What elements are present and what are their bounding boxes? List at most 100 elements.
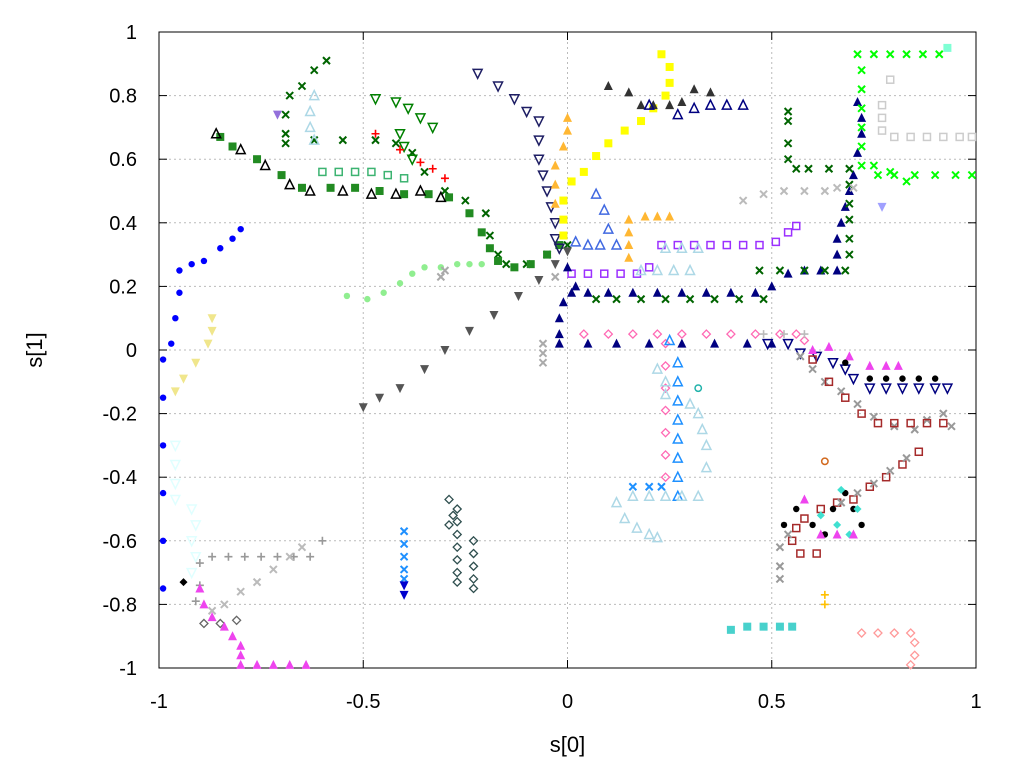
data-point (444, 519, 454, 530)
data-point (569, 235, 582, 247)
data-point (841, 393, 850, 402)
data-point (705, 87, 715, 97)
data-point (844, 351, 854, 361)
data-point (677, 96, 687, 106)
data-point (738, 240, 748, 250)
data-point (229, 235, 236, 242)
data-point (420, 167, 429, 177)
data-point (485, 244, 494, 253)
data-point (922, 418, 932, 428)
data-point (722, 240, 732, 250)
series-13 (550, 112, 675, 262)
data-point (383, 170, 393, 180)
data-point (234, 142, 247, 155)
data-point (808, 345, 818, 354)
data-point (816, 511, 825, 520)
data-point (371, 129, 380, 138)
data-point (440, 266, 450, 275)
data-point (452, 577, 463, 588)
y-tick-label: 0.6 (109, 149, 137, 171)
series-40 (816, 485, 862, 539)
data-point (445, 193, 454, 202)
data-point (236, 640, 246, 650)
data-point (375, 393, 385, 403)
data-point (326, 183, 335, 192)
data-point (436, 272, 446, 282)
data-point (489, 311, 499, 321)
data-point (931, 375, 939, 382)
series-3 (210, 127, 447, 203)
data-point (659, 241, 672, 253)
data-point (190, 520, 202, 532)
data-point (660, 450, 671, 460)
series-18 (635, 241, 704, 276)
data-point (579, 167, 588, 176)
data-point (644, 263, 654, 272)
data-point (567, 177, 576, 186)
data-point (816, 529, 826, 539)
data-point (660, 360, 671, 371)
data-point (849, 183, 858, 193)
data-point (364, 295, 371, 303)
data-point (538, 358, 548, 367)
data-point (792, 164, 801, 173)
data-point (775, 266, 785, 275)
data-point (465, 209, 474, 218)
data-point (767, 281, 777, 291)
data-point (533, 154, 545, 166)
data-point (755, 266, 764, 275)
data-point (492, 81, 504, 93)
series-32 (694, 384, 703, 393)
data-point (461, 196, 470, 205)
data-point (414, 184, 427, 196)
data-point (228, 631, 238, 641)
data-point (350, 167, 360, 177)
data-point (750, 329, 761, 340)
data-point (877, 100, 887, 110)
data-point (252, 659, 262, 669)
data-point (643, 489, 655, 502)
y-tick-label: 0.8 (109, 86, 137, 108)
data-point (643, 527, 655, 540)
data-point (398, 141, 410, 154)
data-point (207, 606, 217, 615)
data-point (672, 413, 684, 425)
series-35 (842, 359, 939, 382)
series-30 (610, 362, 713, 543)
data-point (399, 174, 409, 183)
data-point (689, 84, 699, 94)
data-point (481, 209, 491, 218)
data-point (820, 266, 830, 275)
data-point (558, 297, 568, 307)
data-point (399, 574, 409, 584)
data-point (743, 622, 752, 631)
data-point (559, 231, 568, 240)
data-point (358, 403, 368, 413)
y-tick-label: -1 (119, 658, 137, 680)
data-point (886, 167, 895, 177)
data-point (550, 160, 560, 170)
data-point (169, 459, 182, 472)
data-point (881, 360, 891, 370)
data-point (886, 50, 895, 59)
data-point (939, 132, 948, 142)
data-point (620, 126, 629, 135)
series-49 (191, 536, 327, 606)
y-tick-label: -0.6 (103, 531, 137, 553)
data-point (677, 287, 687, 297)
data-point (677, 338, 687, 348)
series-12 (559, 50, 674, 240)
data-point (485, 231, 495, 240)
series-54 (399, 581, 409, 600)
data-point (672, 470, 684, 482)
data-point (644, 482, 654, 491)
data-point (906, 418, 915, 428)
series-7 (304, 88, 320, 145)
series-6 (371, 129, 449, 183)
data-point (190, 551, 202, 564)
data-point (783, 268, 793, 278)
data-point (836, 217, 846, 227)
data-point (269, 565, 278, 574)
data-point (913, 383, 925, 395)
data-point (624, 227, 634, 237)
